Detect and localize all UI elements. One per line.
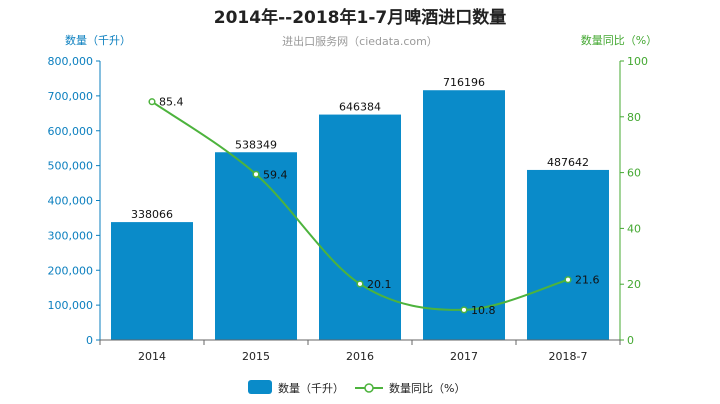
left-tick-label: 100,000 [48,299,94,312]
legend: 数量（千升） 数量同比（%） [248,380,465,395]
bar [527,169,609,340]
legend-bar-swatch [248,380,272,394]
line-value-label: 10.8 [471,304,496,317]
line-point [564,276,572,284]
bar-value-label: 487642 [547,156,589,169]
left-tick-label: 600,000 [48,125,94,138]
bar [319,114,401,340]
left-tick-label: 300,000 [48,229,94,242]
right-tick-label: 0 [627,334,634,347]
bar [111,222,193,340]
plot-area: 338066 538349 646384 716196 487642 0 100,000 20… [48,55,649,363]
x-tick-label: 2016 [346,350,374,363]
left-axis-label: 数量（千升） [65,34,131,47]
left-tick-label: 0 [86,334,93,347]
line-value-label: 85.4 [159,96,184,109]
line-value-label: 21.6 [575,274,600,287]
chart-title: 2014年--2018年1-7月啤酒进口数量 [214,7,506,28]
bar [423,90,505,340]
bar [215,152,297,340]
right-tick-label: 100 [627,55,648,68]
left-tick-label: 400,000 [48,195,94,208]
bar-value-label: 716196 [443,76,485,89]
x-tick-label: 2017 [450,350,478,363]
right-tick-label: 40 [627,222,641,235]
line-point [356,280,364,288]
left-tick-label: 500,000 [48,160,94,173]
legend-line-marker [364,383,374,393]
bar-value-label: 538349 [235,138,277,151]
left-tick-label: 200,000 [48,264,94,277]
bar-value-label: 338066 [131,208,173,221]
legend-line-label: 数量同比（%） [389,382,465,395]
line-value-label: 59.4 [263,168,288,181]
right-tick-label: 60 [627,167,641,180]
bar-value-label: 646384 [339,101,381,114]
left-tick-label: 700,000 [48,90,94,103]
line-point [460,306,468,314]
x-tick-label: 2015 [242,350,270,363]
line-value-label: 20.1 [367,278,392,291]
line-point [148,98,156,106]
x-tick-label: 2018-7 [549,350,588,363]
legend-bar-label: 数量（千升） [278,382,344,395]
x-tick-label: 2014 [138,350,166,363]
right-axis-label: 数量同比（%） [581,34,657,47]
right-tick-label: 20 [627,278,641,291]
chart-subtitle: 进出口服务网（ciedata.com） [282,34,438,48]
left-tick-label: 800,000 [48,55,94,68]
line-point [252,170,260,178]
yoy-line [151,100,569,311]
right-tick-label: 80 [627,111,641,124]
